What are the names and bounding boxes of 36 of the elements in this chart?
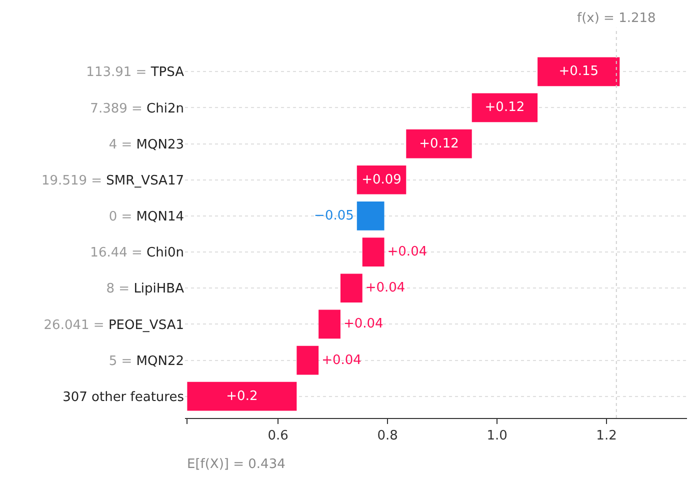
- bar: [340, 274, 362, 303]
- bar: [356, 202, 384, 230]
- bar: [318, 310, 340, 339]
- x-tick-label: 1.2: [596, 428, 617, 444]
- x-tick-label: 0.8: [377, 428, 398, 444]
- data-label: +0.04: [365, 280, 406, 296]
- bar: [187, 382, 297, 411]
- data-label: +0.12: [484, 100, 525, 116]
- data-label: +0.15: [558, 64, 599, 80]
- x-tick-label: 0.6: [268, 428, 288, 444]
- y-tick-label: 5 = MQN22: [108, 354, 184, 369]
- y-tick-label: 19.519 = SMR_VSA17: [42, 173, 184, 188]
- x-tick-label: 1.0: [486, 428, 508, 444]
- y-tick-label: 7.389 = Chi2n: [90, 101, 184, 116]
- data-label: +0.09: [362, 172, 402, 188]
- data-label: −0.05: [314, 208, 354, 224]
- data-label: +0.04: [322, 352, 362, 368]
- y-tick-label: 113.91 = TPSA: [86, 65, 184, 80]
- data-label: +0.04: [387, 244, 428, 260]
- text: E[f(X)] = 0.434: [187, 457, 286, 472]
- data-label: +0.2: [226, 388, 258, 404]
- data-label: +0.12: [419, 136, 459, 152]
- bar: [406, 129, 472, 158]
- bar: [538, 57, 620, 86]
- ref-line-label: f(x) = 1.218: [577, 11, 656, 26]
- y-tick-label: 307 other features: [62, 390, 184, 405]
- y-tick-label: 16.44 = Chi0n: [90, 246, 184, 261]
- bar: [356, 165, 406, 194]
- bar: [362, 238, 384, 266]
- y-tick-label: 0 = MQN14: [108, 210, 184, 225]
- bar: [296, 346, 319, 375]
- y-tick-label: 4 = MQN23: [108, 137, 184, 152]
- y-tick-label: 8 = LipiHBA: [106, 282, 184, 297]
- y-tick-label: 26.041 = PEOE_VSA1: [44, 318, 184, 333]
- bar: [472, 93, 538, 122]
- data-label: +0.04: [343, 316, 384, 332]
